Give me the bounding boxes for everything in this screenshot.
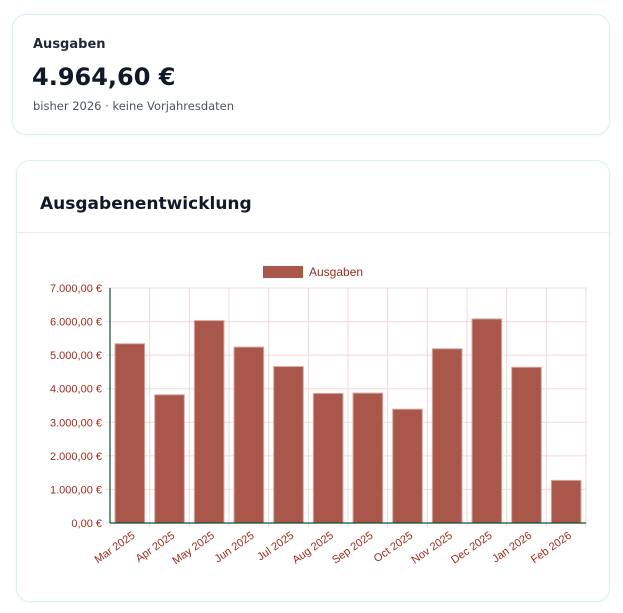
summary-subtitle: bisher 2026 · keine Vorjahresdaten xyxy=(33,99,235,113)
bar xyxy=(550,479,582,524)
y-tick-label: 2.000,00 € xyxy=(50,451,102,463)
bar xyxy=(392,408,423,524)
x-tick-label: Apr 2025 xyxy=(134,530,177,565)
bar xyxy=(193,320,225,524)
bar xyxy=(154,394,185,524)
y-tick-label: 1.000,00 € xyxy=(50,484,102,496)
y-tick-label: 3.000,00 € xyxy=(50,417,102,429)
y-tick-label: 7.000,00 € xyxy=(50,283,102,295)
x-tick-label: Jun 2025 xyxy=(213,530,257,566)
bar xyxy=(431,348,463,524)
x-tick-label: Mar 2025 xyxy=(93,530,138,566)
y-tick-label: 5.000,00 € xyxy=(50,350,102,362)
expenses-summary-card: Ausgaben 4.964,60 € bisher 2026 · keine … xyxy=(12,14,610,135)
bar xyxy=(471,318,503,524)
x-tick-label: Aug 2025 xyxy=(290,530,335,567)
legend-label: Ausgaben xyxy=(309,265,363,279)
x-tick-label: Nov 2025 xyxy=(409,530,454,567)
x-tick-label: Jul 2025 xyxy=(255,530,296,564)
x-tick-label: Jan 2026 xyxy=(490,530,534,566)
x-tick-label: Feb 2026 xyxy=(529,530,574,566)
legend-swatch xyxy=(263,266,303,278)
divider xyxy=(17,232,609,233)
x-tick-label: Sep 2025 xyxy=(330,530,375,567)
bar xyxy=(273,366,304,524)
bar xyxy=(352,392,384,524)
summary-value: 4.964,60 € xyxy=(32,63,176,91)
summary-label: Ausgaben xyxy=(33,37,106,52)
bar xyxy=(114,343,146,524)
bar xyxy=(511,366,542,524)
bar xyxy=(233,346,265,524)
y-tick-label: 6.000,00 € xyxy=(50,317,102,329)
x-tick-label: May 2025 xyxy=(170,530,216,568)
chart-title: Ausgabenentwicklung xyxy=(40,194,252,214)
x-tick-label: Dec 2025 xyxy=(449,530,494,567)
bar xyxy=(312,392,344,524)
x-tick-label: Oct 2025 xyxy=(372,530,415,565)
y-tick-label: 0,00 € xyxy=(71,518,102,530)
y-tick-label: 4.000,00 € xyxy=(50,384,102,396)
